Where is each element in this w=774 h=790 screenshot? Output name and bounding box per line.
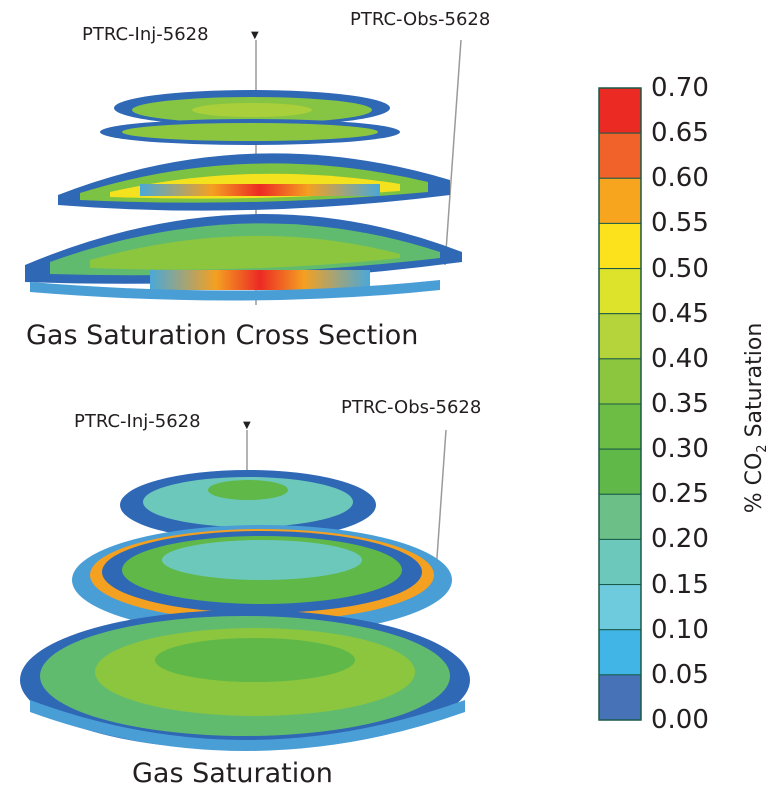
color-scale-swatch [598,538,642,586]
saturation-model [20,429,470,751]
color-scale-title-prefix: % CO [741,452,767,514]
color-scale-tick-label: 0.20 [651,524,709,555]
color-scale-swatch [598,177,642,224]
color-scale-swatch [598,448,642,495]
injector-label-top: PTRC-Inj-5628 [82,24,209,45]
color-scale-swatch [598,403,642,450]
color-scale-swatch [598,493,642,540]
color-scale-frame [598,87,642,721]
injector-marker-top: ▼ [251,30,259,41]
color-scale-swatch [598,584,642,631]
color-scale-tick-label: 0.05 [651,659,709,690]
observer-label-top: PTRC-Obs-5628 [350,9,491,30]
injector-marker-bottom: ▼ [243,420,251,431]
color-scale-tick-label: 0.45 [651,298,709,329]
color-scale-swatch [598,674,642,721]
color-scale-title: % CO2 Saturation [742,323,770,514]
color-scale-tick-label: 0.50 [651,253,709,284]
color-scale-swatch [598,87,642,134]
color-scale-tick-label: 0.40 [651,343,709,374]
color-scale-title-subscript: 2 [755,444,771,453]
color-scale-swatch [598,313,642,360]
cross-section-model [25,39,462,305]
color-scale-tick-label: 0.35 [651,389,709,419]
color-scale-title-suffix: Saturation [741,322,767,445]
color-scale-swatch [598,358,642,405]
color-scale-tick-label: 0.25 [651,479,709,510]
cross-section-caption: Gas Saturation Cross Section [26,320,419,351]
color-scale-tick-label: 0.10 [651,614,709,645]
color-scale-tick-label: 0.60 [651,163,709,194]
color-scale-swatch [598,132,642,179]
color-scale-tick-label: 0.15 [651,569,709,600]
saturation-caption: Gas Saturation [132,758,333,789]
injector-label-bottom: PTRC-Inj-5628 [74,411,201,432]
color-scale-tick-label: 0.70 [651,73,709,103]
color-scale-tick-label: 0.30 [651,434,709,465]
color-scale-bar [598,87,642,721]
color-scale-tick-label: 0.00 [651,705,709,735]
color-scale-swatch [598,222,642,270]
observer-label-bottom: PTRC-Obs-5628 [341,397,482,418]
observer-well-line-top [444,39,462,266]
color-scale-swatch [598,268,642,315]
color-scale-tick-label: 0.65 [651,118,709,149]
color-scale-tick-label: 0.55 [651,208,709,239]
color-scale-swatch [598,629,642,676]
